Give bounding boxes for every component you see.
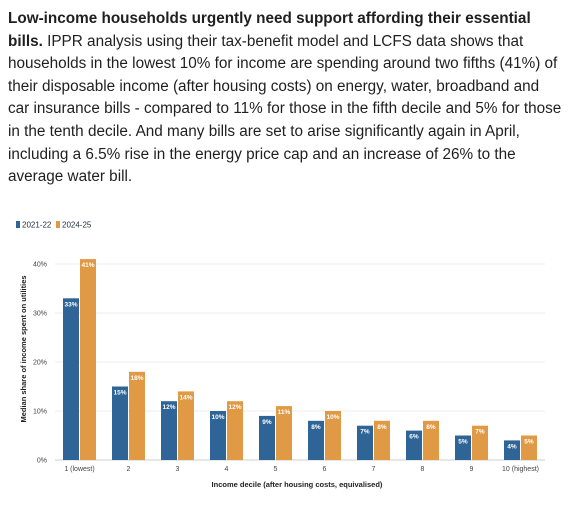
- intro-headline: Low-income households urgently need supp…: [8, 10, 531, 50]
- y-tick-label: 30%: [33, 311, 47, 318]
- legend-swatch-0: [16, 221, 20, 228]
- bar-data-label: 6%: [409, 434, 419, 441]
- bar-data-label: 10%: [211, 414, 224, 421]
- legend-label-0: 2021-22: [22, 221, 52, 230]
- bar-data-label: 11%: [278, 409, 291, 416]
- bar-2024-25-9: [472, 425, 488, 460]
- y-tick-label: 40%: [33, 262, 47, 269]
- x-tick-label: 6: [323, 466, 327, 473]
- x-tick-label: 1 (lowest): [64, 466, 94, 473]
- bar-2024-25-10: [521, 435, 537, 460]
- bar-2024-25-7: [374, 420, 390, 460]
- bar-2024-25-5: [276, 406, 292, 460]
- x-tick-label: 7: [372, 466, 376, 473]
- legend-label-1: 2024-25: [62, 221, 92, 230]
- chart-bars: 33% 41% 15% 18% 12% 14% 10% 12% 9% 11% 8% 10% 7% 8% 6%…: [63, 259, 537, 460]
- bar-data-label: 8%: [377, 424, 387, 431]
- x-tick-label: 4: [225, 466, 229, 473]
- bar-2021-22-1: [63, 298, 79, 460]
- bar-2021-22-4: [210, 411, 226, 460]
- bar-2021-22-6: [308, 420, 324, 460]
- bar-2024-25-3: [178, 391, 194, 460]
- chart-legend: 2021-22 2024-25: [16, 221, 92, 230]
- x-tick-label: 9: [470, 466, 474, 473]
- bar-2024-25-8: [423, 420, 439, 460]
- bar-data-label: 14%: [179, 394, 192, 401]
- x-axis-title: Income decile (after housing costs, equi…: [212, 480, 383, 489]
- y-axis-title: Median share of income spent on utilitie…: [19, 275, 28, 422]
- bar-data-label: 9%: [262, 419, 272, 426]
- x-tick-label: 5: [274, 466, 278, 473]
- bar-data-label: 5%: [524, 439, 534, 446]
- bar-data-label: 33%: [64, 301, 77, 308]
- x-tick-label: 8: [421, 466, 425, 473]
- bar-data-label: 8%: [426, 424, 436, 431]
- y-tick-label: 20%: [33, 360, 47, 367]
- bar-2021-22-10: [504, 440, 520, 460]
- bar-2021-22-3: [161, 401, 177, 460]
- bar-data-label: 7%: [475, 429, 485, 436]
- bar-2021-22-9: [455, 435, 471, 460]
- bar-data-label: 15%: [113, 390, 126, 397]
- y-tick-label: 0%: [37, 458, 47, 465]
- bar-2021-22-5: [259, 415, 275, 460]
- bar-2021-22-8: [406, 430, 422, 460]
- intro-body: IPPR analysis using their tax-benefit mo…: [8, 32, 562, 186]
- x-axis: 1 (lowest) 2 3 4 5 6 7 8 9 10 (highest): [64, 466, 539, 473]
- y-axis: 0% 10% 20% 30% 40%: [33, 262, 47, 465]
- bar-data-label: 7%: [360, 429, 370, 436]
- bar-2021-22-7: [357, 425, 373, 460]
- chart-gridlines: [55, 263, 545, 461]
- bar-data-label: 12%: [162, 404, 175, 411]
- bar-2024-25-2: [129, 371, 145, 460]
- bar-chart: 2021-22 2024-25 0% 10% 20% 30% 40% 33% 41% 15% 1…: [16, 221, 545, 489]
- intro-paragraph: Low-income households urgently need supp…: [8, 8, 564, 189]
- bar-data-label: 5%: [458, 439, 468, 446]
- legend-swatch-1: [56, 221, 60, 228]
- bar-data-label: 18%: [130, 375, 143, 382]
- bar-data-label: 4%: [507, 443, 517, 450]
- x-tick-label: 3: [176, 466, 180, 473]
- x-tick-label: 2: [127, 466, 131, 473]
- x-tick-label: 10 (highest): [502, 466, 539, 473]
- bar-data-label: 8%: [311, 424, 321, 431]
- bar-2021-22-2: [112, 386, 128, 460]
- bar-2024-25-4: [227, 401, 243, 460]
- bar-data-label: 10%: [326, 414, 339, 421]
- y-tick-label: 10%: [33, 409, 47, 416]
- bar-2024-25-6: [325, 411, 341, 460]
- bar-data-label: 12%: [228, 404, 241, 411]
- bar-2024-25-1: [80, 259, 96, 460]
- bar-data-label: 41%: [81, 262, 94, 269]
